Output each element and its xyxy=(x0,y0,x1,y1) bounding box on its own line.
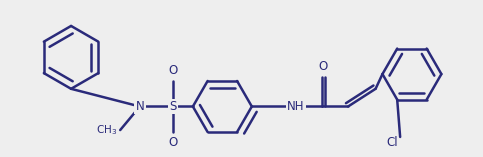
Text: NH: NH xyxy=(287,100,305,113)
Text: N: N xyxy=(135,100,144,113)
Text: S: S xyxy=(170,100,177,113)
Text: O: O xyxy=(169,64,178,77)
Text: O: O xyxy=(169,136,178,149)
Text: Cl: Cl xyxy=(386,136,398,149)
Text: O: O xyxy=(319,60,328,73)
Text: CH$_3$: CH$_3$ xyxy=(96,123,117,137)
